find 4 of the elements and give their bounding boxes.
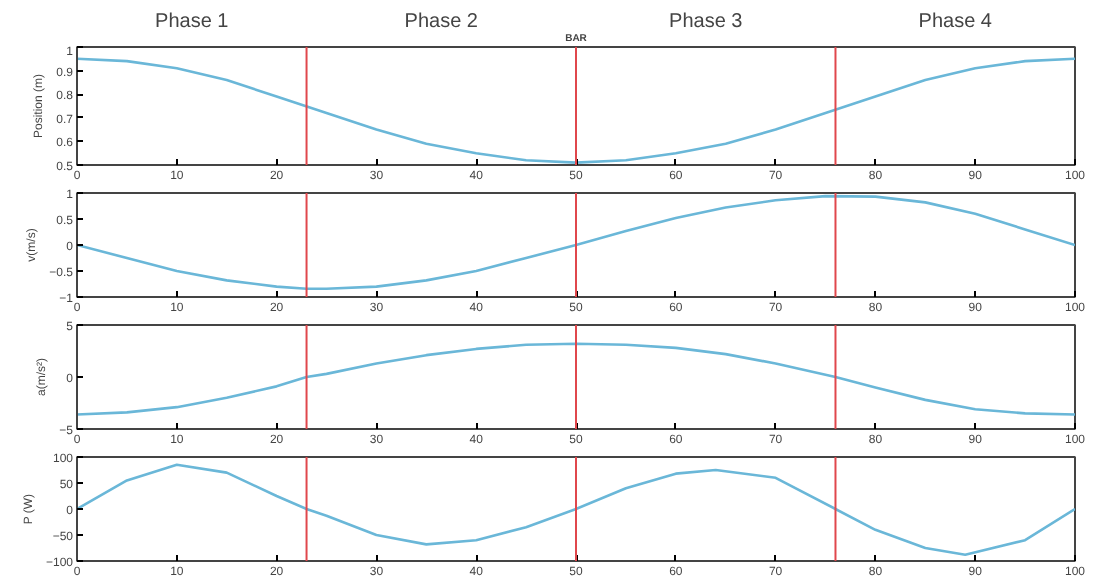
text: Phase 3	[669, 11, 744, 33]
text: Phase 4	[918, 11, 993, 33]
text: Phase 1	[155, 11, 230, 33]
text: Phase 2	[404, 11, 479, 33]
